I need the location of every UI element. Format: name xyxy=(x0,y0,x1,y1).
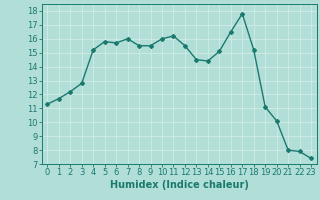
X-axis label: Humidex (Indice chaleur): Humidex (Indice chaleur) xyxy=(110,180,249,190)
